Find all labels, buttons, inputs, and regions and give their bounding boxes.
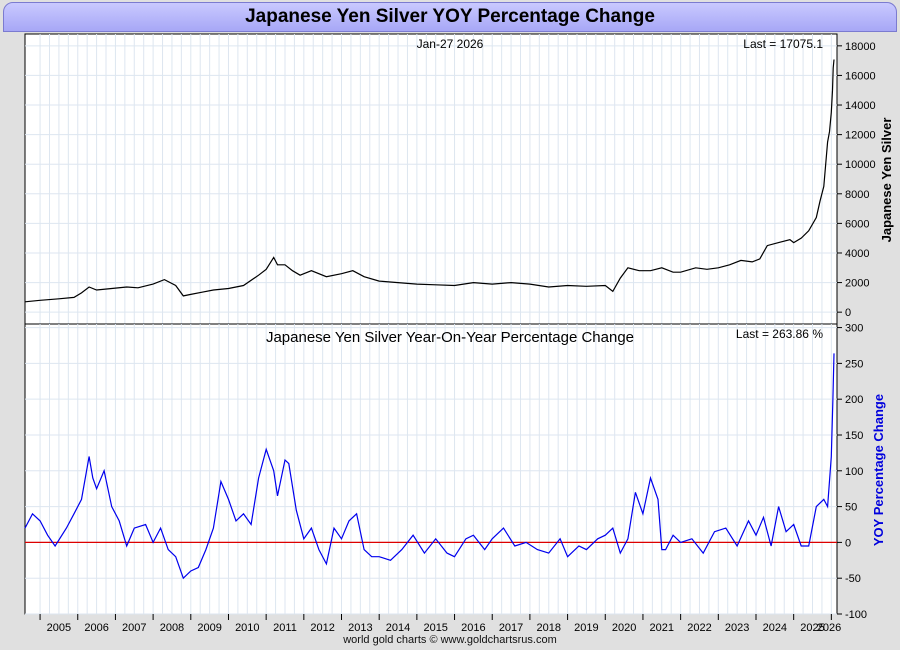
y-tick-label: 18000 bbox=[845, 41, 876, 53]
x-tick-label: 2016 bbox=[461, 622, 485, 634]
x-tick-label: 2006 bbox=[84, 622, 108, 634]
y-tick-label: 16000 bbox=[845, 70, 876, 82]
x-tick-label: 2017 bbox=[499, 622, 523, 634]
y-tick-label: 300 bbox=[845, 323, 863, 335]
yoy-grid bbox=[25, 324, 837, 615]
price-series-line bbox=[24, 59, 835, 303]
x-tick-label: 2012 bbox=[310, 622, 334, 634]
y-tick-label: 0 bbox=[845, 537, 851, 549]
price-last-label: Last = 17075.1 bbox=[743, 37, 823, 51]
y-tick-label: 14000 bbox=[845, 100, 876, 112]
y-tick-label: 12000 bbox=[845, 130, 876, 142]
y-tick-label: -50 bbox=[845, 573, 861, 585]
x-tick-label: 2018 bbox=[537, 622, 561, 634]
x-tick-label: 2024 bbox=[763, 622, 787, 634]
y-tick-label: 8000 bbox=[845, 189, 869, 201]
y-tick-label: 2000 bbox=[845, 278, 869, 290]
x-tick-label: 2015 bbox=[423, 622, 447, 634]
x-tick-label: 2019 bbox=[574, 622, 598, 634]
x-tick-label: 2021 bbox=[650, 622, 674, 634]
y-tick-label: 100 bbox=[845, 466, 863, 478]
yoy-chart-title: Japanese Yen Silver Year-On-Year Percent… bbox=[266, 329, 634, 346]
x-tick-label: 2020 bbox=[612, 622, 636, 634]
yoy-y-axis: -100 -50 0 50 100 150 200 250 300 bbox=[837, 323, 867, 621]
x-tick-label: 2022 bbox=[687, 622, 711, 634]
x-tick-label: 2005 bbox=[47, 622, 71, 634]
yoy-last-label: Last = 263.86 % bbox=[736, 327, 823, 341]
price-y-axis-label: Japanese Yen Silver bbox=[879, 118, 894, 243]
chart-title: Japanese Yen Silver YOY Percentage Chang… bbox=[3, 2, 897, 32]
y-tick-label: 150 bbox=[845, 430, 863, 442]
x-tick-label: 2025 bbox=[800, 622, 824, 634]
y-tick-label: 4000 bbox=[845, 248, 869, 260]
yoy-series-line bbox=[24, 353, 835, 580]
y-tick-label: 6000 bbox=[845, 218, 869, 230]
price-y-axis: 0 2000 4000 6000 8000 10000 12000 14000 16000 180… bbox=[837, 41, 876, 319]
y-tick-label: -100 bbox=[845, 609, 867, 621]
x-tick-label: 2013 bbox=[348, 622, 372, 634]
x-axis: 2005 2006 2007 2008 2009 2010 2011 2012 2013 2014… bbox=[39, 614, 841, 634]
y-tick-label: 0 bbox=[845, 307, 851, 319]
x-tick-label: 2008 bbox=[160, 622, 184, 634]
x-tick-label: 2011 bbox=[273, 622, 297, 634]
yoy-y-axis-label: YOY Percentage Change bbox=[871, 394, 886, 546]
footer-credit: world gold charts © www.goldchartsrus.co… bbox=[343, 634, 557, 646]
x-tick-label: 2010 bbox=[235, 622, 259, 634]
price-plot-area bbox=[24, 33, 838, 325]
x-tick-label: 2026 bbox=[817, 622, 841, 634]
y-tick-label: 200 bbox=[845, 394, 863, 406]
y-tick-label: 10000 bbox=[845, 159, 876, 171]
date-label: Jan-27 2026 bbox=[417, 37, 484, 51]
x-tick-label: 2009 bbox=[197, 622, 221, 634]
y-tick-label: 250 bbox=[845, 358, 863, 370]
yoy-plot-area bbox=[24, 323, 838, 615]
x-tick-label: 2014 bbox=[386, 622, 410, 634]
y-tick-label: 50 bbox=[845, 502, 857, 514]
x-tick-label: 2007 bbox=[122, 622, 146, 634]
x-tick-label: 2023 bbox=[725, 622, 749, 634]
